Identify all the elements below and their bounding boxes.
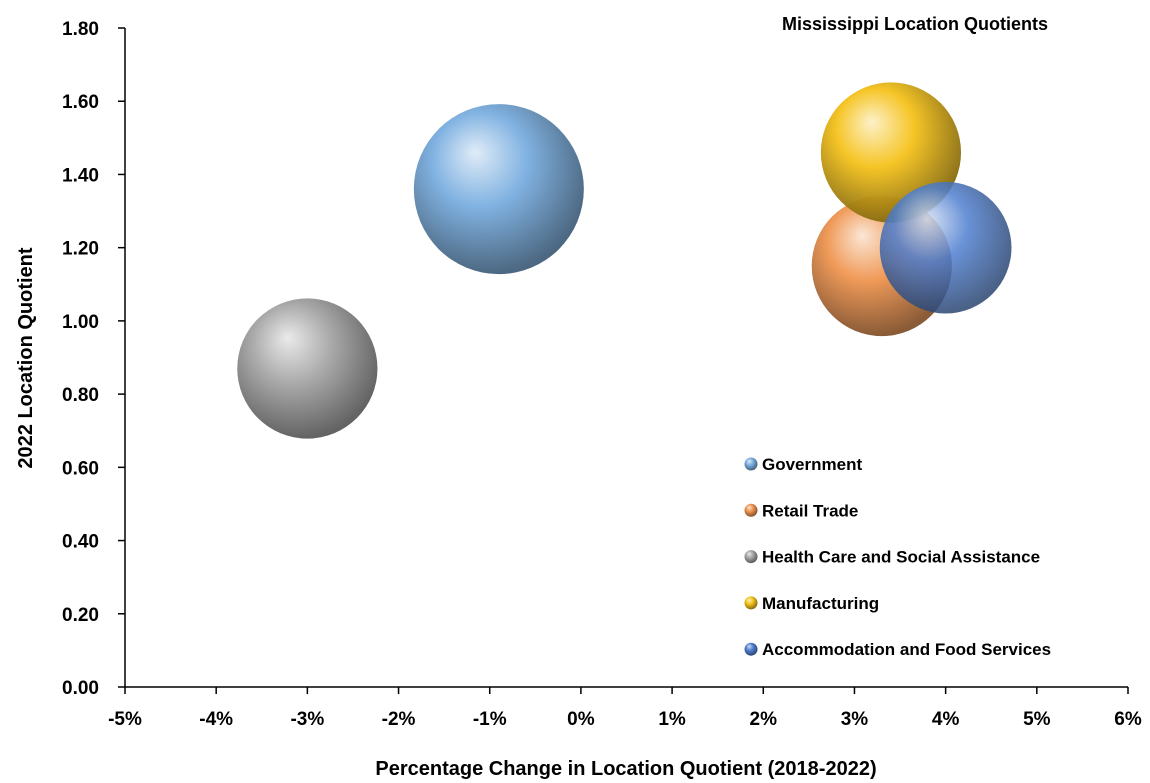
y-tick-label: 1.80: [62, 19, 99, 40]
chart-title: Mississippi Location Quotients: [782, 14, 1048, 34]
legend: Government Retail Trade Health Care and So…: [744, 455, 1051, 659]
bubble-accommodation-and-food-services: [879, 181, 1012, 314]
y-tick-label: 0.20: [62, 605, 99, 626]
bubbles-layer: [237, 82, 1012, 439]
legend-marker: [744, 550, 758, 564]
legend-label: Manufacturing: [762, 594, 879, 613]
y-tick-label: 1.00: [62, 312, 99, 333]
bubble-health-care-and-social-assistance: [237, 298, 378, 439]
y-tick-label: 0.40: [62, 532, 99, 553]
x-axis-title: Percentage Change in Location Quotient (…: [375, 758, 876, 780]
x-tick-label: 2%: [750, 709, 778, 730]
x-tick-label: 1%: [658, 709, 686, 730]
y-tick-label: 1.20: [62, 239, 99, 260]
legend-label: Government: [762, 455, 862, 474]
x-tick-label: 3%: [841, 709, 869, 730]
y-tick-label: 0.00: [62, 678, 99, 699]
legend-label: Retail Trade: [762, 501, 858, 520]
x-tick-label: 5%: [1023, 709, 1051, 730]
x-tick-label: 6%: [1114, 709, 1142, 730]
y-axis-title: 2022 Location Quotient: [15, 247, 37, 468]
x-tick-label: 4%: [932, 709, 960, 730]
x-tick-label: 0%: [567, 709, 595, 730]
legend-marker: [744, 642, 758, 656]
x-tick-label: -5%: [108, 709, 142, 730]
x-tick-label: -2%: [382, 709, 416, 730]
bubble-government: [413, 104, 584, 275]
y-tick-label: 0.60: [62, 458, 99, 479]
axes-layer: -5% -4% -3% -2% -1% 0% 1% 2% 3% 4% 5% 6% 0.00 0.20 0.4…: [62, 19, 1142, 730]
legend-marker: [744, 596, 758, 610]
legend-marker: [744, 503, 758, 517]
y-tick-label: 0.80: [62, 385, 99, 406]
x-tick-label: -1%: [473, 709, 507, 730]
legend-label: Health Care and Social Assistance: [762, 548, 1040, 567]
y-tick-label: 1.60: [62, 92, 99, 113]
y-tick-label: 1.40: [62, 165, 99, 186]
legend-label: Accommodation and Food Services: [762, 640, 1051, 659]
x-tick-label: -3%: [290, 709, 324, 730]
x-tick-label: -4%: [199, 709, 233, 730]
legend-marker: [744, 457, 758, 471]
